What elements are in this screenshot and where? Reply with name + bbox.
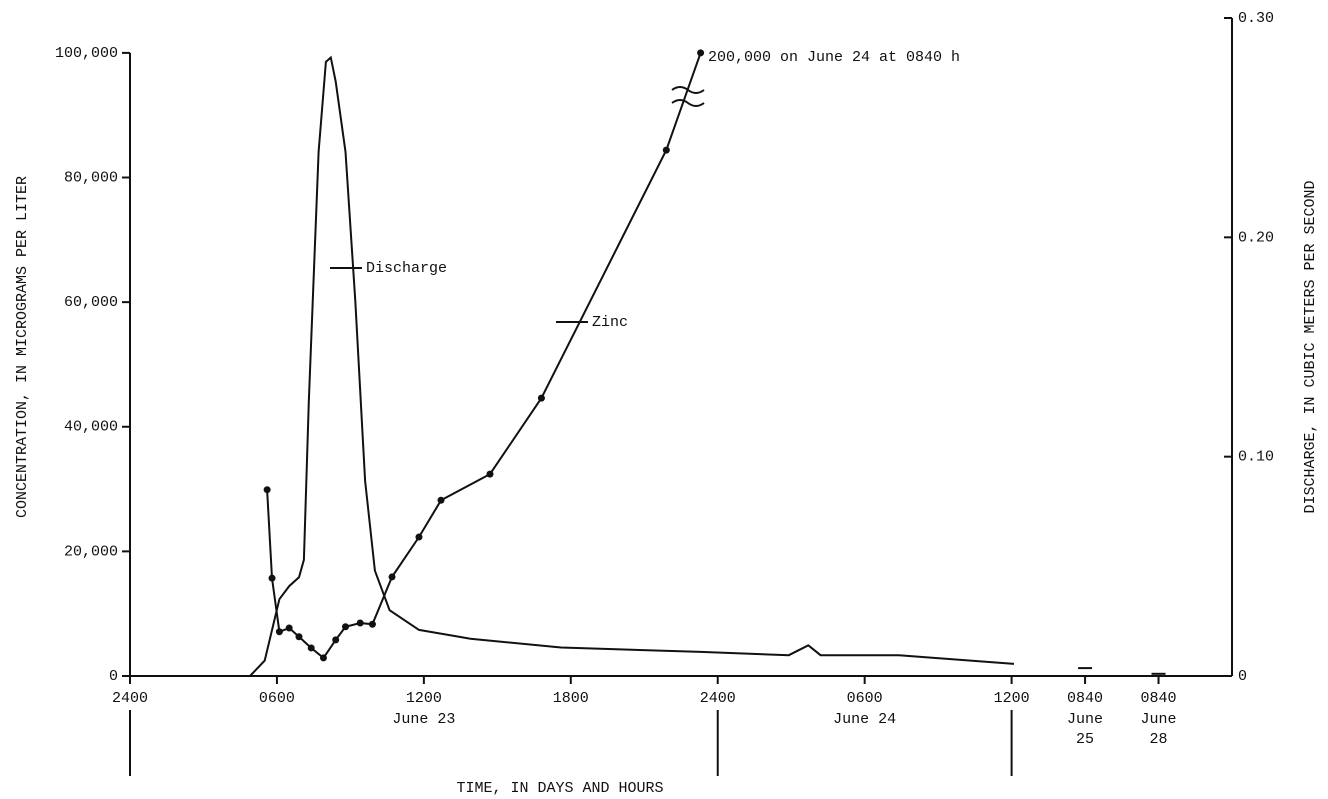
x-tick-label: 1200	[994, 690, 1030, 707]
series-marker	[356, 619, 364, 627]
series-label: Discharge	[366, 260, 447, 277]
y-tick-label: 60,000	[64, 294, 118, 311]
day-label: June	[1067, 711, 1103, 728]
x-tick-label: 0840	[1141, 690, 1177, 707]
x-tick-label: 0840	[1067, 690, 1103, 707]
day-label: June 24	[833, 711, 896, 728]
day-label: 25	[1076, 731, 1094, 748]
series-line	[130, 55, 1015, 677]
series-marker	[268, 574, 276, 582]
day-label: June	[1141, 711, 1177, 728]
y-tick-label: 80,000	[64, 169, 118, 186]
series-label: Zinc	[592, 314, 628, 331]
series-marker	[342, 623, 350, 631]
y-tick-label: 0	[109, 668, 118, 685]
series-line	[266, 52, 702, 660]
x-axis-title: TIME, IN DAYS AND HOURS	[456, 780, 663, 797]
break-mark	[671, 86, 705, 107]
annotation: 200,000 on June 24 at 0840 h	[708, 49, 960, 66]
x-tick-label: 1200	[406, 690, 442, 707]
series-marker	[415, 533, 423, 541]
series-marker	[285, 624, 293, 632]
y2-tick-label: 0.30	[1238, 10, 1274, 27]
series-marker	[486, 470, 494, 478]
y-tick-label: 40,000	[64, 419, 118, 436]
series-marker	[295, 633, 303, 641]
series-marker	[388, 573, 396, 581]
series-marker	[275, 628, 283, 636]
series-marker	[437, 496, 445, 504]
x-tick-label: 0600	[847, 690, 883, 707]
series-marker	[537, 394, 545, 402]
x-tick-label: 2400	[112, 690, 148, 707]
y-tick-label: 100,000	[55, 45, 118, 62]
y-tick-label: 20,000	[64, 543, 118, 560]
series-marker	[307, 644, 315, 652]
x-tick-label: 1800	[553, 690, 589, 707]
series-marker	[319, 654, 327, 662]
series-marker	[697, 49, 705, 57]
day-label: 28	[1150, 731, 1168, 748]
x-tick-label: 2400	[700, 690, 736, 707]
series-marker	[368, 620, 376, 628]
series-marker	[263, 486, 271, 494]
day-label: June 23	[392, 711, 455, 728]
y2-tick-label: 0	[1238, 668, 1247, 685]
series-marker	[662, 146, 670, 154]
series-marker	[332, 636, 340, 644]
y2-axis-title: DISCHARGE, IN CUBIC METERS PER SECOND	[1302, 180, 1319, 513]
x-tick-label: 0600	[259, 690, 295, 707]
y-axis-title: CONCENTRATION, IN MICROGRAMS PER LITER	[14, 176, 31, 518]
y2-tick-label: 0.20	[1238, 229, 1274, 246]
y2-tick-label: 0.10	[1238, 449, 1274, 466]
